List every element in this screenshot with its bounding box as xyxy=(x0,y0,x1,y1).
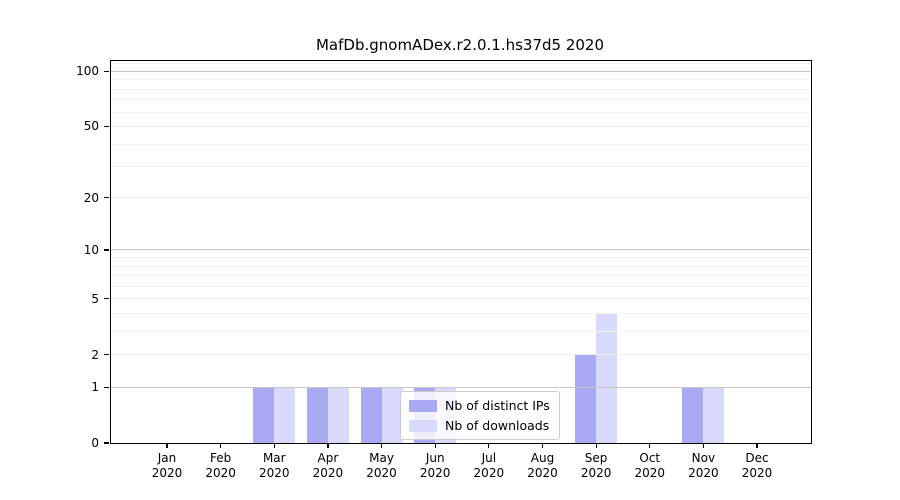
legend-label-downloads: Nb of downloads xyxy=(445,418,550,433)
minor-gridline xyxy=(111,312,811,314)
x-tick-label: Jul 2020 xyxy=(473,451,505,480)
gridline xyxy=(111,298,811,300)
legend-swatch-distinct-ips-icon xyxy=(409,399,437,412)
bar-distinct-ips-sep xyxy=(575,354,597,443)
y-tick-mark xyxy=(104,298,109,300)
minor-gridline xyxy=(111,257,811,259)
x-tick-mark xyxy=(166,443,168,448)
y-tick-mark xyxy=(104,442,109,444)
x-tick-mark xyxy=(380,443,383,448)
minor-gridline xyxy=(111,99,811,101)
y-tick-label: 5 xyxy=(91,291,99,306)
y-tick-mark xyxy=(104,249,109,251)
minor-gridline xyxy=(111,285,811,287)
x-tick-label: Dec 2020 xyxy=(741,451,773,480)
y-tick-mark xyxy=(104,353,109,356)
gridline xyxy=(111,125,811,127)
x-tick-mark xyxy=(273,443,275,448)
minor-gridline xyxy=(111,275,811,277)
x-tick-label: Aug 2020 xyxy=(527,451,558,480)
y-tick-mark xyxy=(104,386,109,388)
minor-gridline xyxy=(111,265,811,267)
legend: Nb of distinct IPs Nb of downloads xyxy=(400,391,560,440)
legend-item-downloads: Nb of downloads xyxy=(409,418,550,433)
y-tick-mark xyxy=(104,70,109,73)
bar-downloads-nov xyxy=(703,387,725,443)
x-tick-label: Jun 2020 xyxy=(419,451,451,480)
decade-gridline xyxy=(111,249,811,251)
y-tick-label: 1 xyxy=(91,380,99,395)
x-tick-mark xyxy=(756,443,758,448)
y-tick-label: 100 xyxy=(76,64,99,79)
x-tick-mark xyxy=(541,443,544,448)
x-tick-label: Sep 2020 xyxy=(580,451,612,480)
legend-item-distinct-ips: Nb of distinct IPs xyxy=(409,398,550,413)
x-tick-label: Oct 2020 xyxy=(634,451,666,480)
minor-gridline xyxy=(111,63,811,65)
y-tick-label: 20 xyxy=(83,190,99,205)
bar-downloads-mar xyxy=(274,387,296,443)
x-tick-label: Jan 2020 xyxy=(151,451,183,480)
y-tick-label: 50 xyxy=(83,119,99,134)
bar-distinct-ips-mar xyxy=(253,387,275,443)
x-tick-mark xyxy=(702,443,704,448)
bar-downloads-sep xyxy=(596,313,618,443)
y-tick-mark xyxy=(104,125,109,128)
legend-swatch-downloads-icon xyxy=(409,419,437,432)
x-tick-label: Mar 2020 xyxy=(258,451,290,480)
gridline xyxy=(111,354,811,356)
x-tick-label: May 2020 xyxy=(366,451,397,480)
gridline xyxy=(111,197,811,199)
minor-gridline xyxy=(111,166,811,168)
legend-label-distinct-ips: Nb of distinct IPs xyxy=(445,398,550,413)
decade-gridline xyxy=(111,70,811,72)
x-tick-mark xyxy=(434,443,436,448)
minor-gridline xyxy=(111,330,811,332)
y-tick-label: 2 xyxy=(91,347,99,362)
bar-downloads-apr xyxy=(327,387,349,443)
chart-title: MafDb.gnomADex.r2.0.1.hs37d5 2020 xyxy=(315,36,604,54)
x-tick-label: Apr 2020 xyxy=(312,451,344,480)
minor-gridline xyxy=(111,111,811,113)
x-tick-mark xyxy=(649,443,651,448)
minor-gridline xyxy=(111,88,811,90)
decade-gridline xyxy=(111,386,811,388)
bar-downloads-may xyxy=(381,387,403,443)
x-tick-mark xyxy=(220,443,222,448)
x-tick-mark xyxy=(488,443,490,448)
bar-distinct-ips-nov xyxy=(682,387,704,443)
x-tick-label: Feb 2020 xyxy=(205,451,236,480)
bar-distinct-ips-apr xyxy=(306,387,328,443)
x-tick-mark xyxy=(327,443,329,448)
y-tick-mark xyxy=(104,197,109,199)
bar-distinct-ips-may xyxy=(360,387,382,443)
plot-area: 0 1 2 5 10 20 50 100 Jan 2020 Feb 2020 Mar 2020 Apr 202… xyxy=(76,60,812,480)
minor-gridline xyxy=(111,79,811,81)
y-tick-label: 10 xyxy=(83,242,99,257)
minor-gridline xyxy=(111,143,811,145)
x-tick-label: Nov 2020 xyxy=(688,451,719,480)
y-tick-label: 0 xyxy=(91,436,99,450)
x-tick-mark xyxy=(595,443,597,448)
